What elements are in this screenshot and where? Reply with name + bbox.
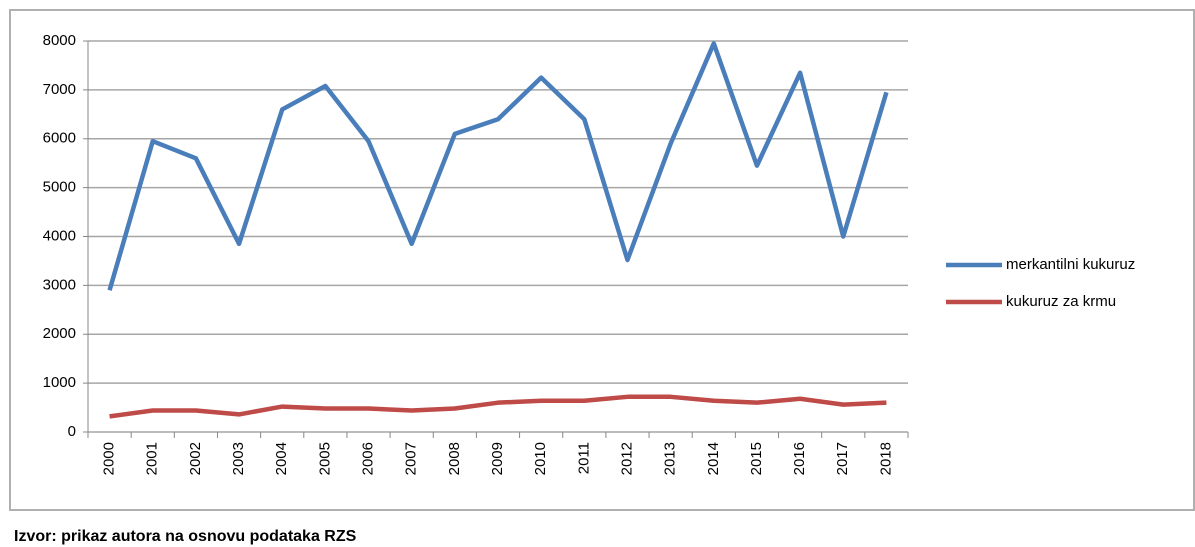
x-tick-label: 2004 — [273, 442, 290, 475]
x-tick-label: 2009 — [489, 442, 506, 475]
series-line — [107, 41, 889, 291]
x-tick-label: 2014 — [705, 442, 722, 475]
x-tick-label: 2016 — [791, 442, 808, 475]
y-tick-label: 2000 — [43, 325, 76, 342]
x-tick-label: 2006 — [359, 442, 376, 475]
y-tick-label: 8000 — [43, 32, 76, 49]
legend-label: kukuruz za krmu — [1006, 293, 1116, 310]
x-tick-label: 2005 — [316, 442, 333, 475]
y-tick-label: 5000 — [43, 179, 76, 196]
y-tick-label: 7000 — [43, 81, 76, 98]
y-tick-label: 3000 — [43, 276, 76, 293]
caption: Izvor: prikaz autora na osnovu podataka … — [14, 528, 357, 545]
x-tick-label: 2001 — [144, 442, 161, 475]
chart-frame — [9, 9, 1195, 511]
x-tick-label: 2008 — [446, 442, 463, 475]
x-tick-label: 2007 — [403, 442, 420, 475]
x-tick-label: 2000 — [101, 442, 118, 475]
x-tick-label: 2002 — [187, 442, 204, 475]
x-tick-label: 2013 — [662, 442, 679, 475]
x-tick-label: 2017 — [834, 442, 851, 475]
x-tick-label: 2003 — [230, 442, 247, 475]
x-tick-label: 2018 — [877, 442, 894, 475]
y-tick-label: 6000 — [43, 130, 76, 147]
y-tick-label: 0 — [68, 423, 76, 440]
y-tick-label: 4000 — [43, 227, 76, 244]
x-tick-label: 2010 — [532, 442, 549, 475]
x-tick-label: 2012 — [618, 442, 635, 475]
series-line — [109, 394, 887, 419]
x-tick-label: 2015 — [748, 442, 765, 475]
y-tick-label: 1000 — [43, 374, 76, 391]
legend-label: merkantilni kukuruz — [1006, 256, 1135, 273]
x-tick-label: 2011 — [575, 442, 592, 474]
